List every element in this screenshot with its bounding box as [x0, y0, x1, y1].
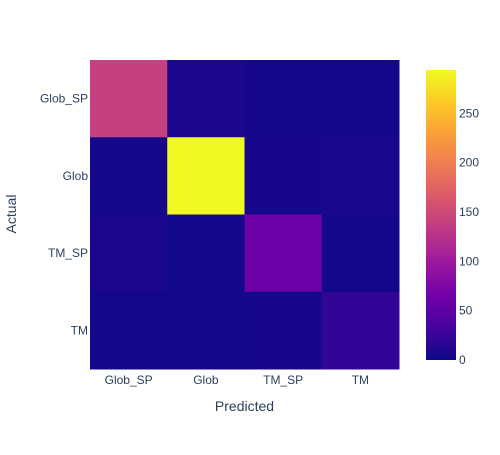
- heatmap-cell-glob-glob-sp: [90, 137, 168, 215]
- heatmap-cell-tm-glob-sp: [90, 291, 168, 370]
- y-tick-label: Glob: [63, 169, 89, 183]
- y-tick-label: TM: [71, 323, 88, 337]
- heatmap-cell-tm-sp-glob: [167, 214, 245, 293]
- heatmap-cells: [90, 60, 400, 370]
- heatmap-cell-tm-sp-tm: [321, 214, 400, 293]
- y-axis-ticks: Glob_SP Glob TM_SP TM: [40, 92, 88, 338]
- heatmap-cell-tm-glob: [167, 291, 245, 370]
- heatmap-cell-tm-tm-sp: [244, 291, 323, 370]
- colorbar-tick-label: 250: [459, 106, 479, 120]
- colorbar-tick-label: 200: [459, 156, 479, 170]
- heatmap-cell-glob-glob: [167, 137, 245, 215]
- colorbar: [426, 70, 456, 360]
- heatmap-cell-glob-sp-tm-sp: [244, 60, 323, 138]
- heatmap-cell-glob-sp-tm: [321, 60, 400, 138]
- colorbar-tick-label: 50: [459, 304, 473, 318]
- x-tick-label: TM_SP: [263, 373, 303, 387]
- colorbar-tick-label: 150: [459, 205, 479, 219]
- heatmap-cell-glob-sp-glob-sp: [90, 60, 168, 138]
- x-tick-label: Glob_SP: [105, 373, 153, 387]
- y-axis-title: Actual: [3, 195, 19, 234]
- heatmap-cell-glob-tm: [321, 137, 400, 215]
- heatmap-cell-tm-sp-glob-sp: [90, 214, 168, 293]
- y-tick-label: Glob_SP: [40, 92, 88, 106]
- colorbar-ticks: 0 50 100 150 200 250: [459, 106, 479, 367]
- x-axis-title: Predicted: [215, 398, 274, 414]
- heatmap-cell-tm-sp-tm-sp: [244, 214, 323, 293]
- x-tick-label: Glob: [193, 373, 219, 387]
- y-tick-label: TM_SP: [48, 246, 88, 260]
- heatmap-cell-tm-tm: [321, 291, 400, 370]
- heatmap-cell-glob-sp-glob: [167, 60, 245, 138]
- x-tick-label: TM: [352, 373, 369, 387]
- colorbar-tick-label: 100: [459, 254, 479, 268]
- heatmap-cell-glob-tm-sp: [244, 137, 323, 215]
- x-axis-ticks: Glob_SP Glob TM_SP TM: [105, 373, 369, 387]
- colorbar-tick-label: 0: [459, 353, 466, 367]
